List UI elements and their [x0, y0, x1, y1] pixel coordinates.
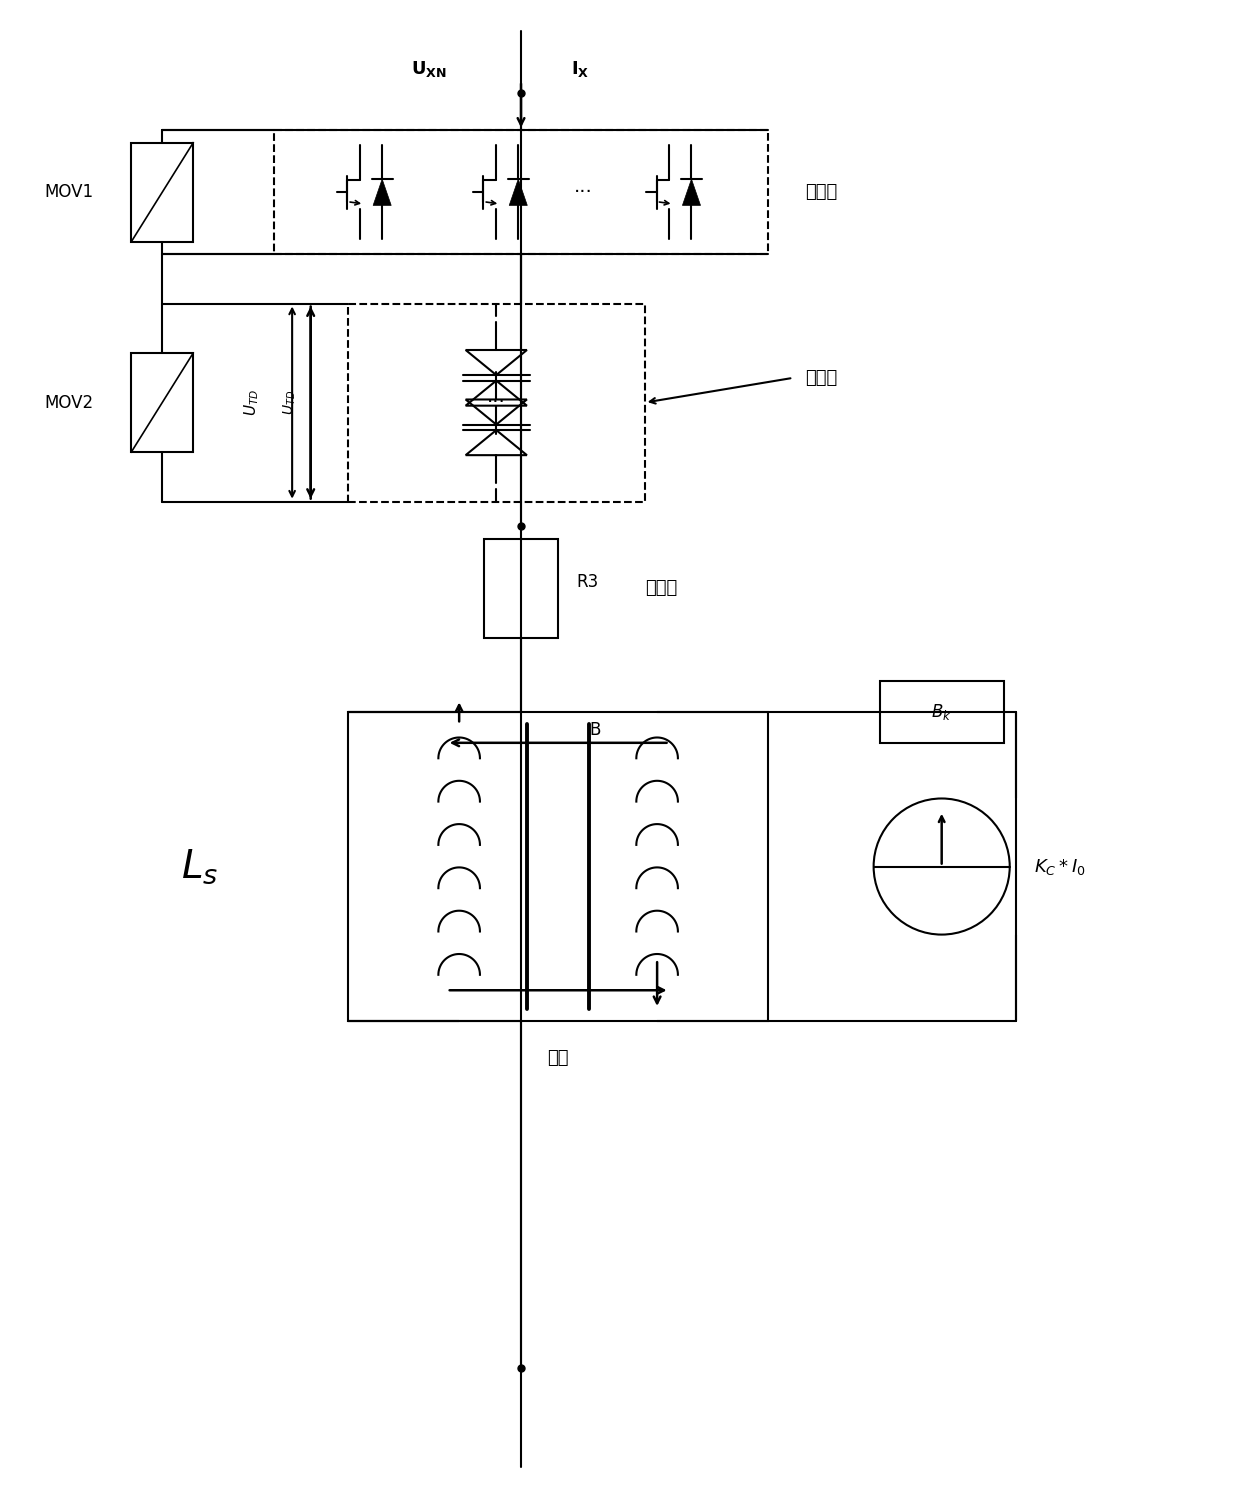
Polygon shape: [510, 180, 527, 205]
Text: $U_{TD}$: $U_{TD}$: [243, 389, 262, 416]
Text: R3: R3: [577, 572, 599, 592]
Bar: [131, 354, 193, 452]
Text: $K_C*I_0$: $K_C*I_0$: [1034, 857, 1086, 876]
Text: MOV2: MOV2: [45, 394, 94, 412]
Text: 铁心: 铁心: [547, 1049, 569, 1067]
Bar: [484, 539, 558, 638]
Text: ···: ···: [487, 392, 506, 412]
Polygon shape: [373, 180, 391, 205]
Text: $U_{TD}$: $U_{TD}$: [281, 389, 299, 415]
Text: ···: ···: [574, 183, 593, 202]
Bar: [880, 682, 1003, 743]
Bar: [274, 130, 769, 255]
Text: 耗能级: 耗能级: [645, 580, 677, 598]
Text: $\mathbf{I_X}$: $\mathbf{I_X}$: [570, 58, 589, 78]
Polygon shape: [682, 180, 701, 205]
Text: $B_k$: $B_k$: [931, 703, 952, 722]
Text: MOV1: MOV1: [45, 183, 94, 201]
Text: 触发级: 触发级: [806, 369, 838, 386]
Text: $\mathbf{U_{XN}}$: $\mathbf{U_{XN}}$: [410, 58, 446, 78]
Text: B: B: [589, 722, 601, 740]
Text: $\mathit{L}_\mathit{s}$: $\mathit{L}_\mathit{s}$: [181, 848, 218, 885]
Bar: [347, 304, 645, 502]
Circle shape: [874, 798, 1009, 935]
Text: 开关级: 开关级: [806, 183, 838, 201]
Bar: [347, 712, 769, 1022]
Bar: [131, 142, 193, 241]
